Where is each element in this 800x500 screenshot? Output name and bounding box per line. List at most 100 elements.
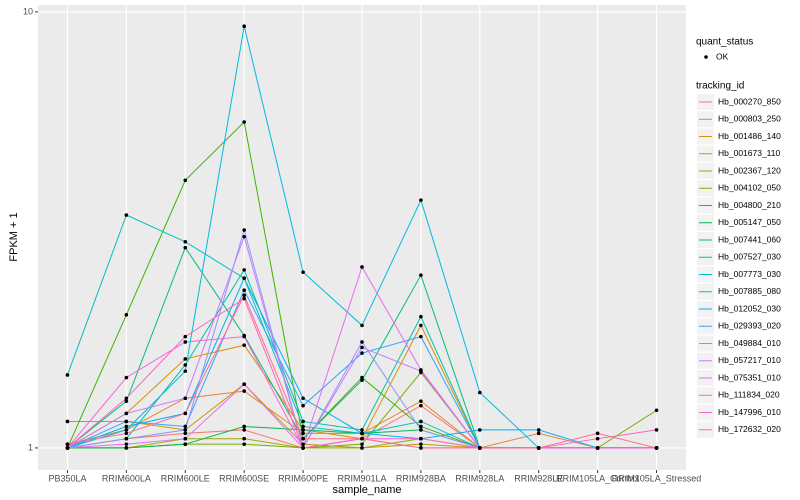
legend-title: quant_status (696, 37, 753, 48)
data-point (183, 178, 188, 183)
data-point (183, 411, 188, 416)
data-point (124, 428, 129, 432)
data-point (183, 428, 188, 432)
legend-label: Hb_005147_050 (718, 217, 781, 227)
data-point (124, 375, 129, 380)
data-point (419, 428, 423, 432)
legend-label: Hb_012052_030 (718, 303, 781, 313)
data-point (536, 428, 541, 432)
legend-point (704, 55, 708, 59)
data-point (124, 312, 129, 317)
x-tick-label: RRIM901LA (337, 473, 386, 483)
data-point (242, 296, 246, 301)
data-point (242, 436, 246, 441)
data-point (183, 245, 188, 250)
data-point (183, 239, 188, 244)
legend-label: Hb_004102_050 (718, 183, 781, 193)
data-point (242, 442, 246, 446)
data-point (65, 419, 70, 424)
data-point (183, 363, 188, 367)
data-point (301, 431, 305, 436)
data-point (419, 334, 423, 339)
legend-label: Hb_007885_080 (718, 286, 781, 296)
data-point (301, 396, 305, 401)
data-point (124, 396, 129, 401)
data-point (242, 234, 246, 239)
data-point (183, 340, 188, 344)
data-point (183, 424, 188, 429)
data-point (360, 351, 364, 355)
legend-label: Hb_111834_020 (718, 390, 780, 400)
x-tick-label: RRIM600SE (219, 473, 269, 483)
legend-label: Hb_001486_140 (718, 131, 781, 141)
legend-label: Hb_007773_030 (718, 269, 781, 279)
y-axis-title: FPKM + 1 (8, 212, 20, 261)
data-point (242, 334, 246, 339)
data-point (301, 446, 305, 450)
legend-label: Hb_007441_060 (718, 234, 781, 244)
data-point (183, 436, 188, 441)
y-tick-label: 10 (23, 6, 33, 16)
data-point (419, 314, 423, 319)
legend-label: Hb_000803_250 (718, 114, 781, 124)
legend-label: Hb_049884_010 (718, 338, 781, 348)
data-point (242, 382, 246, 387)
data-point (242, 24, 246, 29)
legend-label: Hb_007527_030 (718, 252, 781, 262)
data-point (242, 389, 246, 393)
data-point (183, 357, 188, 361)
data-point (419, 419, 423, 424)
data-point (124, 436, 129, 441)
legend-label: Hb_000270_850 (718, 96, 781, 106)
data-point (478, 446, 482, 450)
data-point (242, 288, 246, 292)
x-tick-label: RRIM105LA_Stressed (612, 473, 702, 483)
legend-label: OK (716, 51, 729, 61)
data-point (419, 273, 423, 277)
data-point (183, 431, 188, 436)
data-point (419, 442, 423, 446)
legend-label: Hb_001673_110 (718, 148, 781, 158)
x-tick-label: RRIM105LA_Control (556, 473, 639, 483)
data-point (65, 373, 70, 377)
data-point (124, 446, 129, 450)
data-point (360, 431, 364, 436)
data-point (183, 396, 188, 401)
legend-title: tracking_id (696, 81, 744, 92)
data-point (301, 419, 305, 424)
legend-label: Hb_147996_010 (718, 407, 781, 417)
x-tick-label: RRIM600LE (161, 473, 210, 483)
x-tick-label: RRIM928BA (396, 473, 446, 483)
data-point (360, 436, 364, 441)
data-point (654, 446, 659, 450)
x-tick-label: RRIM600PE (278, 473, 328, 483)
data-point (301, 442, 305, 446)
data-point (478, 390, 482, 395)
data-point (419, 403, 423, 408)
data-point (360, 442, 364, 446)
data-point (419, 198, 423, 202)
data-point (183, 334, 188, 339)
data-point (360, 340, 364, 344)
x-tick-label: PB350LA (48, 473, 86, 483)
data-point (242, 343, 246, 348)
y-tick-label: 1 (28, 442, 33, 452)
data-point (301, 403, 305, 408)
data-point (419, 368, 423, 372)
data-point (360, 428, 364, 432)
data-point (654, 428, 659, 432)
legend-label: Hb_029393_020 (718, 321, 781, 331)
data-point (242, 424, 246, 429)
data-point (124, 213, 129, 217)
data-point (536, 446, 541, 450)
data-point (242, 293, 246, 298)
data-point (124, 419, 129, 424)
data-point (183, 369, 188, 373)
data-point (360, 378, 364, 382)
data-point (419, 446, 423, 450)
data-point (360, 323, 364, 328)
data-point (124, 431, 129, 436)
data-point (419, 424, 423, 429)
data-point (242, 120, 246, 124)
data-point (242, 228, 246, 232)
